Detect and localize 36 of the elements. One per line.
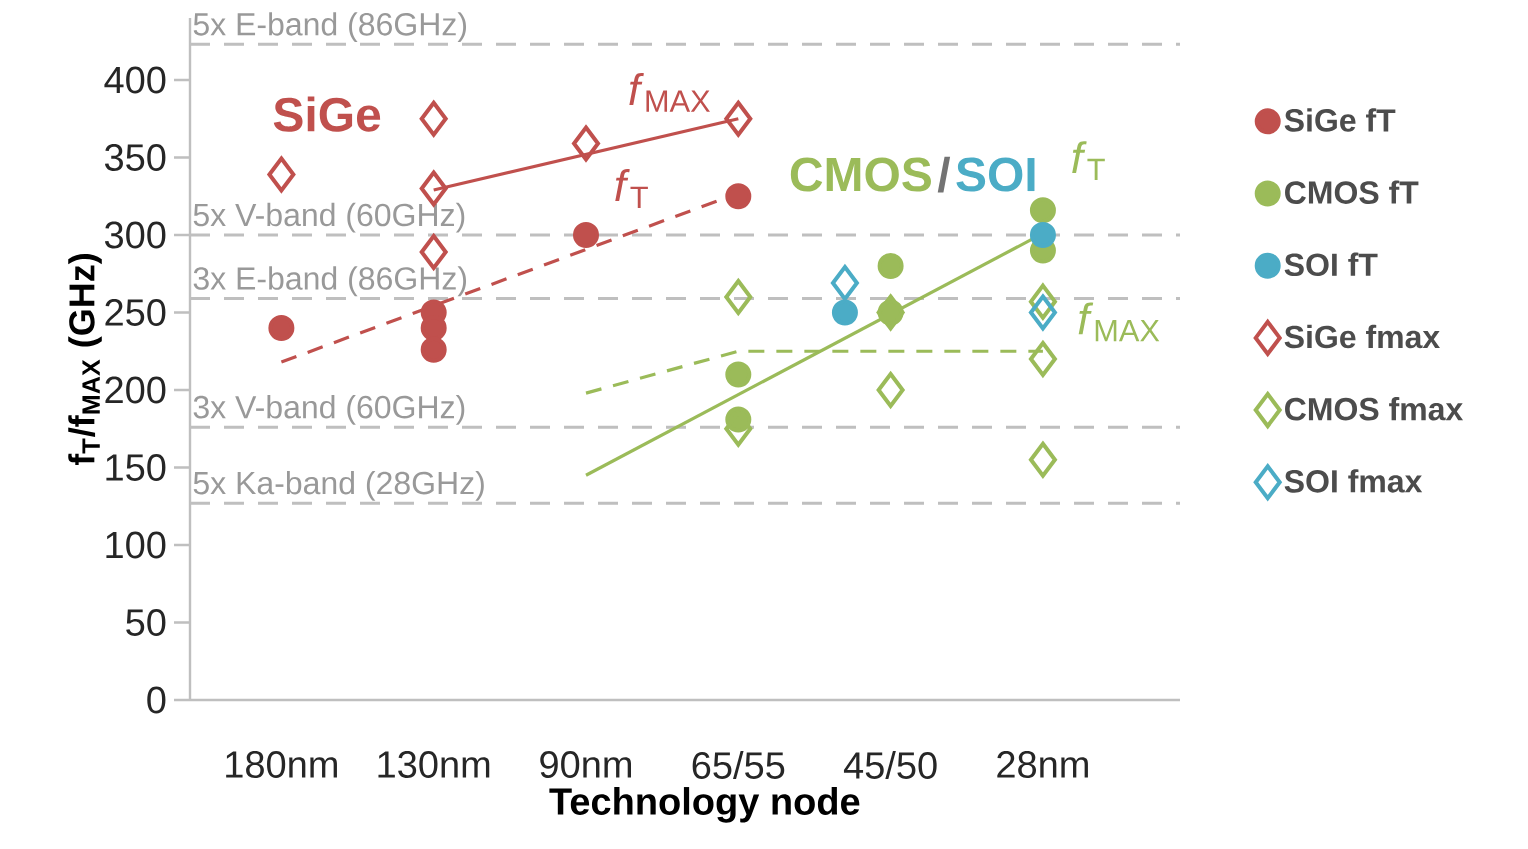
ref-line-label: 5x V-band (60GHz) (193, 202, 465, 233)
y-axis-title: f$_{T}$/f$_{MAX}$ (GHz) (68, 254, 102, 466)
legend-label: SiGe fmax (1284, 324, 1440, 349)
annotation: f$_{T}$ (1072, 141, 1105, 180)
ref-line-label: 3x V-band (60GHz) (193, 394, 465, 425)
y-tick-label: 150 (106, 454, 166, 481)
y-tick-label: 300 (104, 221, 166, 249)
legend-label: CMOS fT (1285, 180, 1419, 204)
legend-label: SOI fT (1284, 252, 1378, 277)
y-tick-label: 100 (106, 531, 166, 559)
annotation: SiGe (273, 96, 381, 132)
legend-label: SOI fmax (1284, 469, 1423, 493)
x-tick-label: 90nm (540, 751, 631, 778)
ref-line-label: 3x E-band (86GHz) (193, 266, 467, 297)
x-tick-label: 130nm (378, 751, 490, 778)
x-tick-label: 45/50 (843, 751, 937, 779)
x-tick-label: 180nm (226, 751, 337, 778)
ref-line-label: 5x Ka-band (28GHz) (193, 470, 484, 501)
y-tick-label: 250 (105, 299, 166, 326)
y-tick-label: 200 (105, 376, 166, 404)
y-tick-label: 350 (104, 144, 166, 171)
y-tick-label: 50 (126, 609, 166, 636)
annotation: CMOS (790, 157, 931, 192)
y-tick-label: 0 (147, 686, 166, 714)
annotation: SOI (956, 157, 1035, 192)
annotation: / (937, 156, 951, 193)
annotation: f$_{MAX}$ (629, 72, 710, 112)
annotation: f$_{MAX}$ (1078, 302, 1160, 342)
y-tick-label: 400 (104, 66, 166, 94)
annotation: f$_{T}$ (615, 169, 648, 208)
ref-line-label: 5x E-band (86GHz) (193, 12, 467, 42)
legend-label: SiGe fT (1284, 108, 1396, 132)
legend-label: CMOS fmax (1285, 396, 1464, 421)
x-tick-label: 28nm (997, 751, 1088, 778)
x-tick-label: 65/55 (692, 751, 785, 779)
x-axis-title: Technology node (549, 787, 860, 823)
